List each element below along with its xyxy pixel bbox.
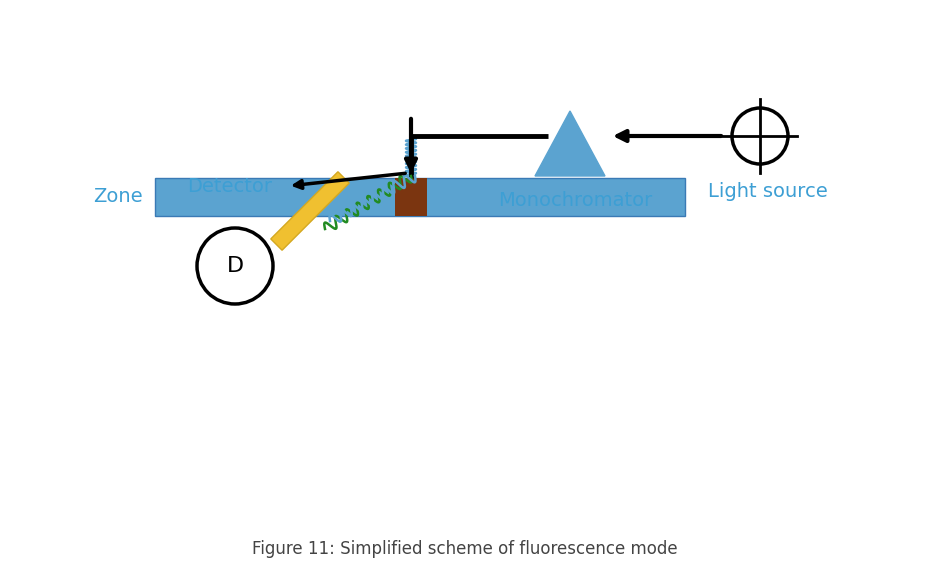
Text: Zone: Zone	[93, 188, 143, 207]
Bar	[155, 178, 685, 216]
Text: Monochromator: Monochromator	[498, 191, 652, 210]
Bar	[395, 178, 427, 216]
Text: D: D	[226, 256, 244, 276]
Text: Figure 11: Simplified scheme of fluorescence mode: Figure 11: Simplified scheme of fluoresc…	[252, 540, 678, 558]
Text: Light source: Light source	[708, 182, 828, 201]
Text: Detector: Detector	[188, 177, 272, 196]
Polygon shape	[535, 111, 605, 176]
Circle shape	[197, 228, 273, 304]
Circle shape	[732, 108, 788, 164]
Polygon shape	[271, 172, 350, 250]
